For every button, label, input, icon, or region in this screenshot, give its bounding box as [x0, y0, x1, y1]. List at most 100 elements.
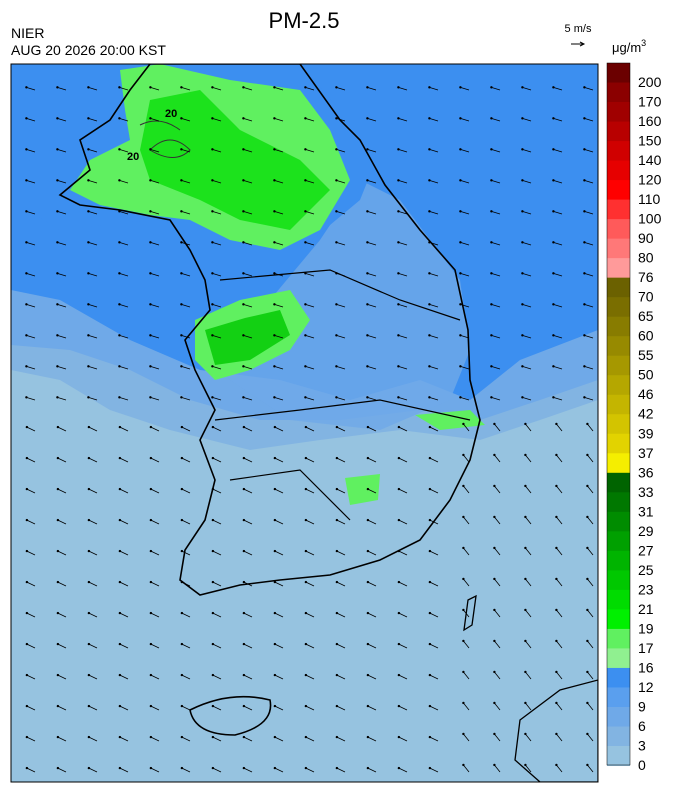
- wind-arrow-head: [586, 701, 589, 705]
- wind-arrow-head: [25, 766, 29, 770]
- wind-arrow-head: [428, 148, 431, 151]
- wind-arrow: [243, 612, 253, 618]
- colorbar-segment: [607, 550, 630, 571]
- wind-arrow: [88, 86, 98, 91]
- wind-arrow: [181, 179, 191, 184]
- wind-arrow-head: [242, 580, 246, 584]
- wind-arrow-head: [428, 673, 432, 677]
- wind-arrow: [587, 454, 594, 463]
- wind-arrow-head: [552, 303, 555, 306]
- wind-arrow-head: [180, 396, 183, 399]
- wind-arrow-head: [149, 117, 152, 120]
- colorbar-segment: [607, 433, 630, 454]
- wind-arrow: [243, 241, 253, 246]
- wind-arrow: [212, 767, 222, 773]
- wind-arrow-head: [397, 303, 400, 306]
- wind-arrow: [367, 457, 377, 463]
- wind-arrow-head: [242, 117, 245, 120]
- wind-arrow-head: [180, 456, 184, 460]
- wind-arrow-head: [25, 179, 28, 182]
- wind-arrow-head: [118, 673, 122, 677]
- wind-arrow: [367, 86, 377, 91]
- wind-arrow-head: [87, 766, 91, 770]
- wind-arrow-head: [273, 272, 276, 275]
- wind-arrow-head: [462, 763, 465, 767]
- wind-arrow-head: [428, 425, 432, 429]
- wind-arrow: [57, 767, 67, 773]
- wind-arrow-head: [118, 518, 122, 522]
- wind-arrow-head: [242, 456, 246, 460]
- wind-arrow: [398, 396, 408, 401]
- wind-arrow-head: [180, 549, 184, 553]
- wind-arrow-head: [25, 272, 28, 275]
- colorbar-label: 27: [638, 542, 654, 558]
- colorbar-segment: [607, 394, 630, 415]
- wind-arrow: [274, 241, 284, 246]
- wind-arrow: [212, 179, 222, 184]
- wind-arrow: [26, 581, 36, 587]
- wind-arrow: [150, 334, 160, 339]
- wind-arrow-head: [149, 86, 152, 89]
- wind-arrow-head: [459, 365, 462, 368]
- wind-arrow-head: [25, 611, 29, 615]
- wind-arrow-head: [273, 179, 276, 182]
- colorbar-label: 19: [638, 620, 654, 636]
- wind-arrow: [243, 365, 253, 370]
- wind-arrow: [88, 334, 98, 339]
- wind-arrow: [553, 148, 563, 153]
- wind-arrow-head: [524, 422, 527, 426]
- wind-arrow: [460, 179, 470, 184]
- wind-arrow-head: [583, 148, 586, 151]
- wind-arrow-head: [180, 642, 184, 646]
- wind-arrow-head: [493, 732, 496, 736]
- wind-arrow-head: [397, 365, 400, 368]
- wind-arrow: [274, 303, 284, 308]
- wind-arrow-head: [583, 303, 586, 306]
- wind-arrow-head: [242, 365, 245, 368]
- map-frame: [10, 63, 599, 783]
- wind-arrow: [336, 767, 346, 773]
- wind-arrow: [525, 671, 532, 680]
- wind-arrow-head: [149, 179, 152, 182]
- wind-arrow: [336, 334, 346, 339]
- wind-arrow: [57, 426, 67, 432]
- colorbar-label: 160: [638, 113, 662, 129]
- colorbar-segment: [607, 453, 630, 474]
- wind-arrow-head: [56, 396, 59, 399]
- wind-arrow-head: [583, 272, 586, 275]
- wind-arrow-head: [304, 549, 308, 553]
- wind-arrow-head: [273, 518, 277, 522]
- wind-arrow: [57, 736, 67, 742]
- wind-arrow-head: [87, 580, 91, 584]
- wind-arrow-head: [211, 365, 214, 368]
- wind-arrow: [398, 303, 408, 308]
- wind-arrow-head: [25, 735, 29, 739]
- wind-arrow-head: [397, 86, 400, 89]
- wind-arrow: [212, 210, 222, 215]
- wind-arrow-head: [552, 272, 555, 275]
- wind-arrow: [429, 705, 439, 711]
- wind-arrow-head: [583, 241, 586, 244]
- wind-arrow-head: [211, 642, 215, 646]
- wind-arrow: [584, 241, 594, 246]
- wind-arrow-head: [118, 241, 121, 244]
- wind-arrow: [460, 303, 470, 308]
- wind-arrow-head: [493, 453, 496, 457]
- wind-arrow: [305, 550, 315, 556]
- wind-arrow-head: [397, 210, 400, 213]
- wind-arrow: [491, 179, 501, 184]
- wind-arrow: [491, 86, 501, 91]
- wind-arrow-head: [56, 735, 60, 739]
- wind-arrow: [26, 365, 36, 370]
- colorbar-segment: [607, 589, 630, 610]
- wind-arrow: [150, 86, 160, 91]
- wind-arrow: [243, 488, 253, 494]
- wind-arrow-head: [366, 766, 370, 770]
- wind-arrow-head: [335, 272, 338, 275]
- wind-arrow: [398, 426, 408, 432]
- wind-arrow-head: [397, 456, 401, 460]
- wind-arrow: [556, 733, 563, 742]
- wind-arrow-head: [304, 425, 308, 429]
- wind-arrow-head: [180, 334, 183, 337]
- wind-arrow-head: [180, 518, 184, 522]
